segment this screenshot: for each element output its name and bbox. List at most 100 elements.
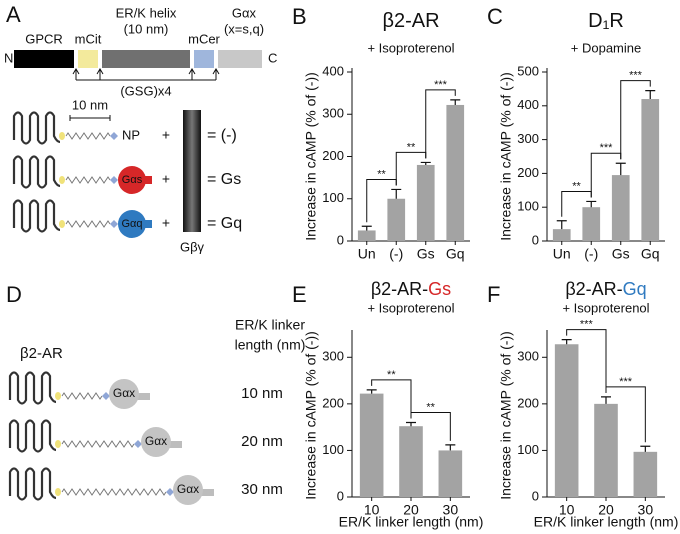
domain-label: mCer [188,31,220,46]
y-axis-label: Increase in cAMP (% of (-)) [303,72,319,241]
title-highlight: Gs [428,279,451,299]
receptor [8,419,57,453]
significance-label: ** [387,369,396,381]
linker-arrow [188,68,196,80]
galpha-ball [118,210,146,238]
probe-label: NP [122,127,140,142]
error-bar [556,220,567,230]
x-tick-label: 20 [403,502,419,518]
domain-label: Gαx [232,5,257,20]
error-bar [450,99,461,105]
x-tick-label: 20 [598,502,614,518]
y-tick-label: 200 [322,148,344,163]
linker-arrow [96,68,104,80]
y-axis-label: Increase in cAMP (% of (-)) [303,331,319,500]
receptor [8,371,57,405]
error-bar [445,444,456,451]
mcit-dot [55,488,61,496]
panel-letter: E [292,282,307,307]
error-bar [561,338,572,345]
x-tick-label: (-) [584,246,598,262]
y-axis-label: Increase in cAMP (% of (-)) [498,331,514,500]
y-tick-label: 200 [517,165,539,180]
galpha-label: Gαx [145,434,167,448]
y-tick-label: 0 [532,232,539,247]
bar [416,164,435,241]
gbg-strip [183,110,201,232]
domain-label: mCit [75,31,102,46]
y-tick-label: 200 [517,395,539,410]
receptor [12,111,61,145]
probe-label: Gαs [122,174,143,186]
galpha-ball [118,166,146,194]
x-tick-label: Gs [417,246,435,262]
x-axis-label: ER/K linker length (nm) [534,514,679,530]
significance-bracket [566,329,607,393]
header-label: ER/K linker [235,317,305,333]
significance-bracket [425,89,456,159]
erk-spring [65,132,111,140]
domain-label: (10 nm) [124,21,169,36]
plus-sign: + [162,127,170,143]
bar [611,175,630,241]
domain-label: ER/K helix [116,5,177,20]
x-tick-label: 30 [443,502,459,518]
linker-label: (GSG)x4 [120,83,171,98]
panel-letter: F [487,282,500,307]
bar [554,344,579,497]
galpha-ball [141,427,171,457]
mcit-dot [59,132,65,140]
error-bar [601,396,611,404]
galpha-ball [109,379,139,409]
y-tick-label: 300 [322,106,344,121]
y-tick-label: 200 [322,395,344,410]
y-tick-label: 500 [517,63,539,78]
bar [641,99,660,241]
x-tick-label: 10 [364,502,380,518]
domain-label: GPCR [25,31,63,46]
panel-letter: D [6,282,22,307]
y-tick-label: 0 [337,488,344,503]
mcit-dot [59,176,65,184]
chart-title: D₁R [588,10,624,32]
terminus-label: C [268,50,277,65]
x-axis-label: ER/K linker length (nm) [339,514,484,530]
mcer-diamond [110,132,118,140]
x-tick-label: 10 [559,502,575,518]
significance-label: *** [434,79,448,91]
y-tick-label: 100 [517,442,539,457]
significance-label: *** [600,142,614,154]
panel-letter: B [292,4,307,29]
error-bar [391,188,402,199]
receptor [12,199,61,233]
significance-bracket [371,379,412,419]
chart-title: β2-AR-Gq [565,279,646,299]
scale-bar [69,115,111,121]
chart-subtitle: + Isoproterenol [367,40,454,55]
mcit-dot [59,220,65,228]
bar [357,230,376,241]
length-label: 30 nm [241,481,283,498]
y-tick-label: 0 [337,232,344,247]
domain-label: (x=s,q) [224,21,264,36]
bar [446,104,465,241]
x-tick-label: Gs [612,246,630,262]
plus-sign: + [162,215,170,231]
y-tick-label: 400 [517,97,539,112]
mcit-dot [55,392,61,400]
mcit-dot [55,440,61,448]
receptor [12,155,61,189]
bar [633,451,658,497]
significance-label: *** [580,318,594,330]
error-bar [586,200,597,208]
mcer-diamond [166,488,174,496]
gbg-label: Gβγ [180,239,205,254]
y-tick-label: 300 [322,349,344,364]
galpha-label: Gαx [177,482,199,496]
erk-spring [61,392,103,400]
mcer-block [194,50,214,68]
title-text: β2-AR- [371,279,428,299]
x-tick-label: Gq [446,246,465,262]
significance-label: *** [619,376,633,388]
